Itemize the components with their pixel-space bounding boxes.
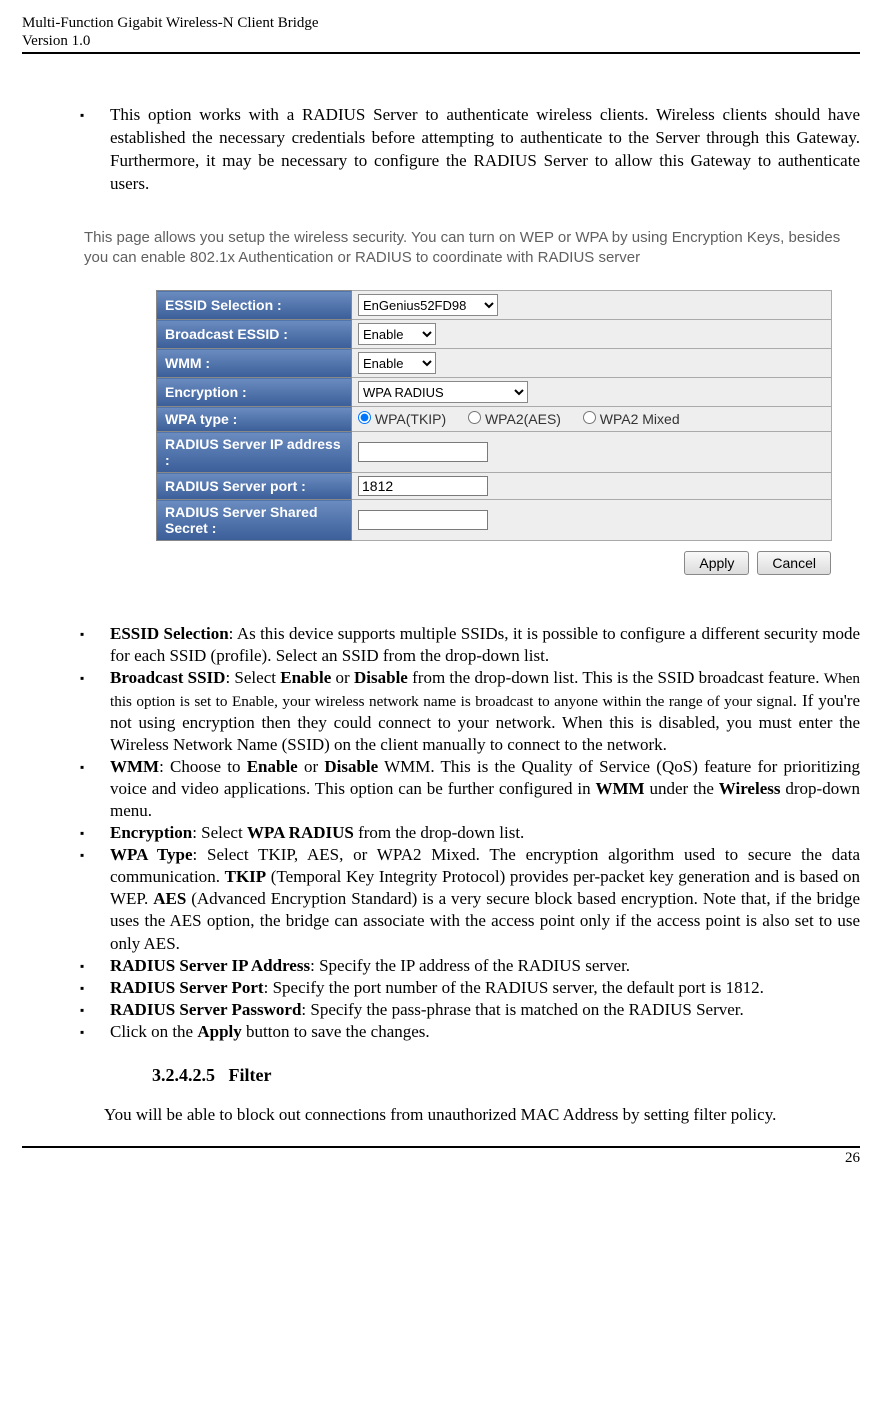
broadcast-desc: Broadcast SSID: Select Enable or Disable… xyxy=(110,667,860,755)
header-title: Multi-Function Gigabit Wireless-N Client… xyxy=(22,14,860,32)
section-body: You will be able to block out connection… xyxy=(104,1104,858,1126)
section-heading: 3.2.4.2.5 Filter xyxy=(152,1065,860,1086)
wmm-label: WMM : xyxy=(157,349,352,378)
bullet-icon: ▪ xyxy=(80,627,90,642)
radius-ip-desc: RADIUS Server IP Address: Specify the IP… xyxy=(110,955,630,977)
cancel-button[interactable]: Cancel xyxy=(757,551,831,575)
broadcast-select[interactable]: Enable xyxy=(358,323,436,345)
bullet-icon: ▪ xyxy=(80,1003,90,1018)
bullet-icon: ▪ xyxy=(80,760,90,775)
essid-select[interactable]: EnGenius52FD98 xyxy=(358,294,498,316)
config-screenshot: This page allows you setup the wireless … xyxy=(66,218,866,594)
radius-secret-input[interactable] xyxy=(358,510,488,530)
apply-button[interactable]: Apply xyxy=(684,551,749,575)
bullet-icon: ▪ xyxy=(80,671,90,686)
wpa2-aes-option[interactable]: WPA2(AES) xyxy=(468,411,561,427)
description-list: ▪ ESSID Selection: As this device suppor… xyxy=(22,623,860,1043)
radius-password-desc: RADIUS Server Password: Specify the pass… xyxy=(110,999,744,1021)
encryption-select[interactable]: WPA RADIUS xyxy=(358,381,528,403)
page-number: 26 xyxy=(845,1150,860,1166)
radius-ip-label: RADIUS Server IP address : xyxy=(157,432,352,473)
page-footer: 26 xyxy=(22,1146,860,1167)
bullet-icon: ▪ xyxy=(80,981,90,996)
radius-ip-input[interactable] xyxy=(358,442,488,462)
wpa-tkip-option[interactable]: WPA(TKIP) xyxy=(358,411,446,427)
encryption-label: Encryption : xyxy=(157,378,352,407)
encryption-desc: Encryption: Select WPA RADIUS from the d… xyxy=(110,822,524,844)
essid-label: ESSID Selection : xyxy=(157,291,352,320)
bullet-icon: ▪ xyxy=(80,1025,90,1040)
settings-table: ESSID Selection : EnGenius52FD98 Broadca… xyxy=(156,290,832,541)
wpa-type-desc: WPA Type: Select TKIP, AES, or WPA2 Mixe… xyxy=(110,844,860,954)
radius-secret-label: RADIUS Server Shared Secret : xyxy=(157,500,352,541)
radius-port-label: RADIUS Server port : xyxy=(157,473,352,500)
wmm-select[interactable]: Enable xyxy=(358,352,436,374)
header-version: Version 1.0 xyxy=(22,32,860,50)
wpa-type-label: WPA type : xyxy=(157,407,352,432)
broadcast-label: Broadcast ESSID : xyxy=(157,320,352,349)
radius-port-input[interactable] xyxy=(358,476,488,496)
screenshot-description: This page allows you setup the wireless … xyxy=(84,228,848,269)
wmm-desc: WMM: Choose to Enable or Disable WMM. Th… xyxy=(110,756,860,822)
bullet-icon: ▪ xyxy=(80,848,90,863)
wpa2-mixed-option[interactable]: WPA2 Mixed xyxy=(583,411,680,427)
bullet-icon: ▪ xyxy=(80,108,90,123)
apply-desc: Click on the Apply button to save the ch… xyxy=(110,1021,430,1043)
bullet-icon: ▪ xyxy=(80,959,90,974)
page-header: Multi-Function Gigabit Wireless-N Client… xyxy=(22,14,860,54)
radius-port-desc: RADIUS Server Port: Specify the port num… xyxy=(110,977,764,999)
essid-desc: ESSID Selection: As this device supports… xyxy=(110,623,860,667)
intro-paragraph: This option works with a RADIUS Server t… xyxy=(110,104,860,196)
bullet-icon: ▪ xyxy=(80,826,90,841)
